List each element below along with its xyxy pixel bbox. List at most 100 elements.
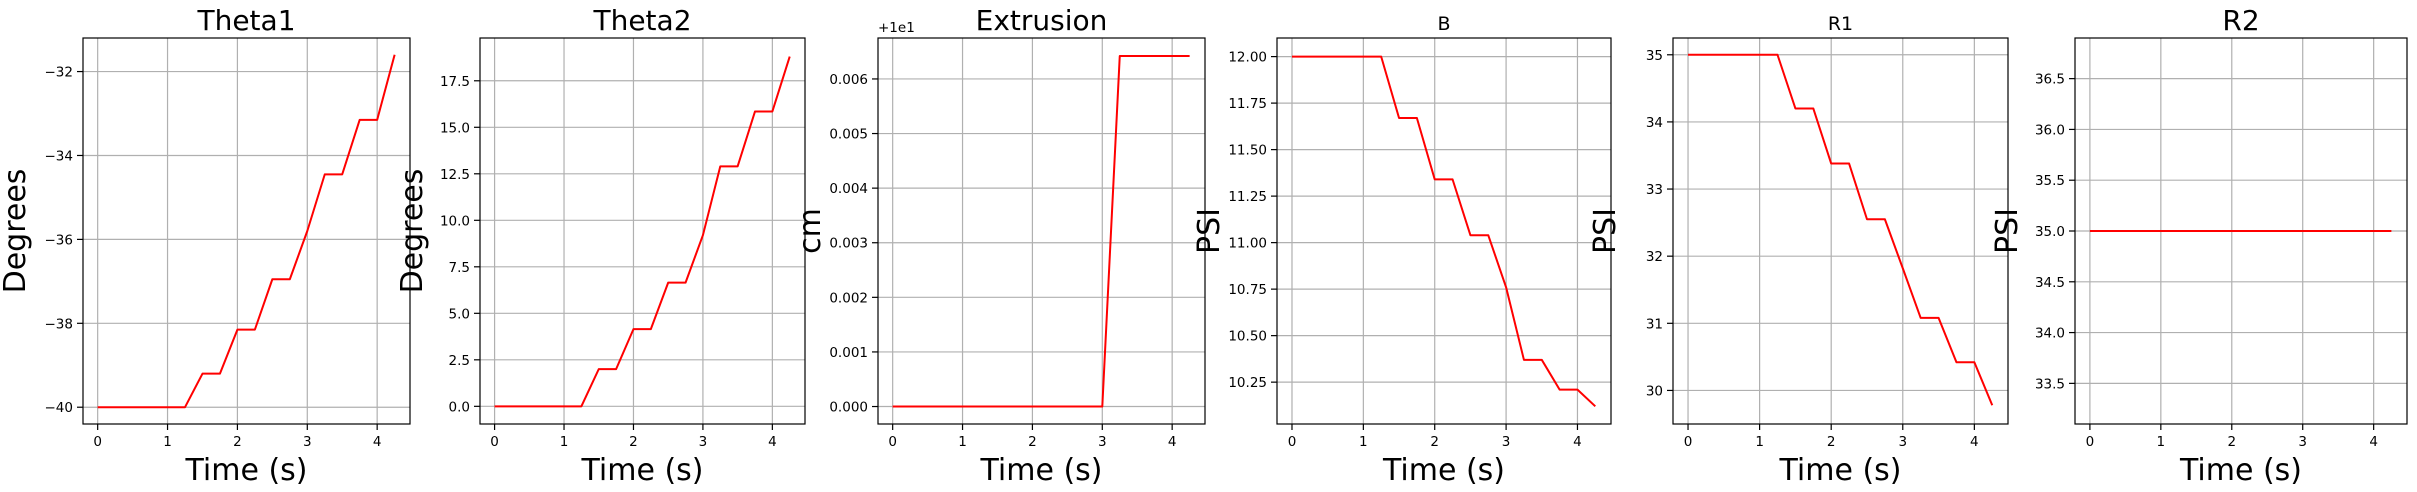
axes-frame bbox=[479, 37, 806, 425]
axes-frame bbox=[1672, 37, 2009, 425]
x-tick-label: 2 bbox=[1430, 434, 1439, 450]
x-tick-label: 1 bbox=[163, 434, 172, 450]
y-tick-label: 12.5 bbox=[440, 167, 470, 183]
y-tick-label: 32 bbox=[1646, 249, 1663, 265]
x-tick-label: 1 bbox=[1359, 434, 1368, 450]
y-tick-label: 31 bbox=[1646, 316, 1663, 332]
y-tick-label: 0.000 bbox=[829, 400, 868, 416]
y-tick-label: 33.5 bbox=[2035, 376, 2065, 392]
chart-title-theta2: Theta2 bbox=[592, 4, 691, 37]
y-tick-label: 30 bbox=[1646, 383, 1663, 399]
y-tick-label: 0.002 bbox=[829, 290, 868, 306]
y-tick-label: 10.0 bbox=[440, 213, 470, 229]
x-tick-label: 0 bbox=[2086, 434, 2095, 450]
subplot-theta2: 0 1 2 3 4 0.0 2.5 5.0 7.5 10.0 12.5 15.0 17.5 Theta2 T… bbox=[395, 4, 806, 488]
y-tick-label: 0.0 bbox=[449, 399, 470, 415]
y-tick-label: 36.0 bbox=[2035, 122, 2065, 138]
x-axis-label: Time (s) bbox=[1382, 453, 1505, 488]
y-tick-label: 5.0 bbox=[449, 306, 470, 322]
axis-offset-label: +1e1 bbox=[878, 20, 915, 36]
x-tick-label: 2 bbox=[1028, 434, 1037, 450]
x-tick-label: 1 bbox=[958, 434, 967, 450]
x-tick-label: 4 bbox=[373, 434, 382, 450]
y-tick-label: −38 bbox=[45, 316, 74, 332]
chart-title-r1: R1 bbox=[1828, 13, 1853, 35]
y-tick-label: 0.001 bbox=[829, 345, 868, 361]
axes-frame bbox=[82, 37, 411, 425]
x-tick-label: 2 bbox=[629, 434, 638, 450]
x-tick-label: 3 bbox=[1898, 434, 1907, 450]
subplot-b: 0 1 2 3 4 10.25 10.50 10.75 11.00 11.25 11.50 11.75… bbox=[1192, 13, 1612, 488]
x-tick-label: 2 bbox=[1827, 434, 1836, 450]
x-tick-label: 3 bbox=[1098, 434, 1107, 450]
x-tick-label: 3 bbox=[1502, 434, 1511, 450]
chart-title-b: B bbox=[1437, 13, 1450, 35]
x-tick-label: 0 bbox=[490, 434, 499, 450]
y-tick-label: −34 bbox=[45, 148, 74, 164]
y-tick-label: −36 bbox=[45, 232, 74, 248]
y-axis-label: Degrees bbox=[0, 169, 33, 294]
y-tick-label: 35.5 bbox=[2035, 173, 2065, 189]
axes-frame bbox=[877, 37, 1206, 425]
x-tick-label: 0 bbox=[1288, 434, 1297, 450]
y-tick-label: 7.5 bbox=[449, 260, 470, 276]
series-line-0 bbox=[494, 56, 791, 408]
series-line-0 bbox=[1291, 55, 1596, 408]
x-axis-label: Time (s) bbox=[581, 453, 704, 488]
x-tick-label: 4 bbox=[1970, 434, 1979, 450]
chart-title-r2: R2 bbox=[2222, 4, 2259, 37]
x-axis-label: Time (s) bbox=[980, 453, 1103, 488]
y-tick-label: 10.75 bbox=[1228, 282, 1267, 298]
x-tick-label: 4 bbox=[1573, 434, 1582, 450]
series-line-0 bbox=[97, 54, 396, 409]
y-axis-label: PSI bbox=[1588, 208, 1623, 254]
axes-frame bbox=[1276, 37, 1612, 425]
x-axis-label: Time (s) bbox=[1779, 453, 1902, 488]
subplot-theta1: 0 1 2 3 4 −40 −38 −36 −34 −32 Theta1 Time (s) Degree… bbox=[0, 4, 411, 488]
y-tick-label: 0.006 bbox=[829, 72, 868, 88]
y-tick-label: 11.50 bbox=[1228, 143, 1267, 159]
x-tick-label: 0 bbox=[1684, 434, 1693, 450]
y-tick-label: 0.005 bbox=[829, 127, 868, 143]
x-tick-label: 2 bbox=[2227, 434, 2236, 450]
x-tick-label: 4 bbox=[2369, 434, 2378, 450]
y-tick-label: 34 bbox=[1646, 115, 1663, 131]
y-tick-label: 10.25 bbox=[1228, 375, 1267, 391]
x-tick-label: 4 bbox=[1168, 434, 1177, 450]
y-tick-label: 11.75 bbox=[1228, 96, 1267, 112]
y-axis-label: cm bbox=[793, 208, 828, 254]
x-tick-label: 1 bbox=[2157, 434, 2166, 450]
y-tick-label: 36.5 bbox=[2035, 72, 2065, 88]
x-tick-label: 4 bbox=[768, 434, 777, 450]
y-tick-label: 17.5 bbox=[440, 74, 470, 90]
y-tick-label: 2.5 bbox=[449, 353, 470, 369]
y-tick-label: −32 bbox=[45, 65, 74, 81]
series-line-0 bbox=[1688, 53, 1994, 406]
x-tick-label: 0 bbox=[888, 434, 897, 450]
y-tick-label: 11.25 bbox=[1228, 189, 1267, 205]
x-tick-label: 0 bbox=[93, 434, 102, 450]
series-line-0 bbox=[892, 55, 1190, 408]
y-tick-label: 12.00 bbox=[1228, 50, 1267, 66]
y-tick-label: 34.0 bbox=[2035, 326, 2065, 342]
subplot-extrusion: 0 1 2 3 4 0.000 0.001 0.002 0.003 0.004 0.005 0.006… bbox=[793, 4, 1206, 488]
y-tick-label: 0.004 bbox=[829, 181, 868, 197]
x-axis-label: Time (s) bbox=[185, 453, 308, 488]
y-tick-label: −40 bbox=[45, 400, 74, 416]
x-tick-label: 1 bbox=[560, 434, 569, 450]
x-tick-label: 3 bbox=[2298, 434, 2307, 450]
chart-title-theta1: Theta1 bbox=[196, 4, 295, 37]
y-tick-label: 0.003 bbox=[829, 236, 868, 252]
x-tick-label: 3 bbox=[699, 434, 708, 450]
subplot-r2: 0 1 2 3 4 33.5 34.0 34.5 35.0 35.5 36.0 36.5 R2 Time … bbox=[1990, 4, 2408, 488]
chart-title-extrusion: Extrusion bbox=[976, 4, 1108, 37]
y-tick-label: 34.5 bbox=[2035, 275, 2065, 291]
x-tick-label: 1 bbox=[1755, 434, 1764, 450]
y-tick-label: 35 bbox=[1646, 48, 1663, 64]
y-axis-label: Degrees bbox=[395, 169, 430, 294]
y-axis-label: PSI bbox=[1990, 208, 2025, 254]
x-tick-label: 3 bbox=[303, 434, 312, 450]
y-tick-label: 35.0 bbox=[2035, 224, 2065, 240]
